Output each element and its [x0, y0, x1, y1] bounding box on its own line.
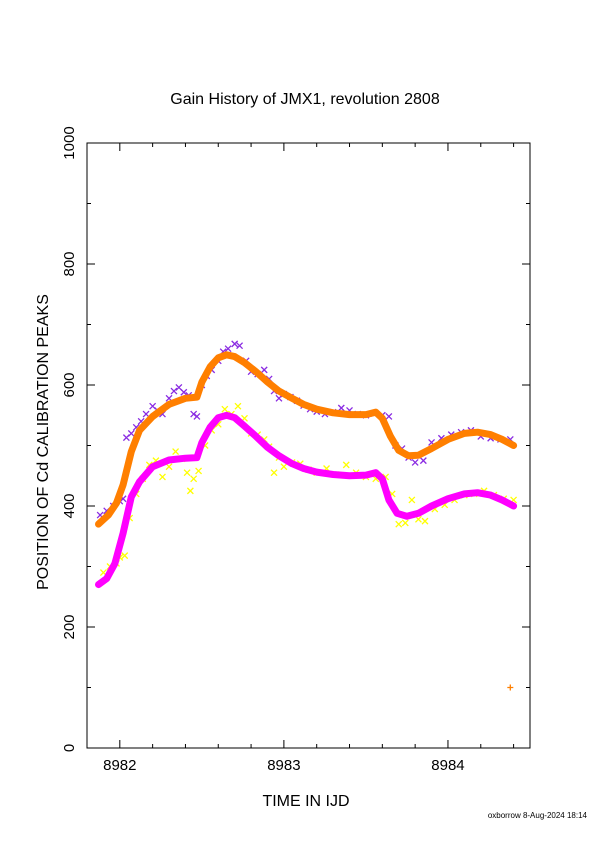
data-point [231, 340, 239, 348]
data-point [234, 402, 242, 410]
data-point [421, 517, 429, 525]
data-point [195, 467, 203, 475]
data-point [221, 405, 229, 413]
data-point [170, 387, 178, 395]
data-point [159, 473, 166, 481]
data-point [401, 519, 409, 527]
fit-curve-1 [95, 411, 518, 589]
y-tick-label: 600 [61, 372, 78, 397]
footer-timestamp: oxborrow 8-Aug-2024 18:14 [488, 811, 588, 820]
data-point [236, 342, 244, 350]
x-axis-label: TIME IN IJD [262, 793, 349, 810]
data-point [408, 496, 416, 504]
data-point [180, 388, 188, 396]
y-tick-label: 1000 [61, 126, 78, 159]
data-point [507, 684, 514, 691]
series-0 [96, 340, 514, 519]
data-point [172, 448, 180, 456]
series-1 [99, 402, 518, 577]
data-point [224, 345, 232, 353]
fit-curve-0 [95, 351, 518, 528]
chart-title: Gain History of JMX1, revolution 2808 [170, 91, 440, 108]
y-tick-label: 400 [61, 493, 78, 518]
data-marks [95, 340, 518, 691]
data-point [385, 413, 393, 420]
x-tick-label: 8984 [431, 757, 464, 774]
data-point [142, 410, 150, 418]
x-tick-label: 8983 [267, 757, 300, 774]
series-2 [507, 684, 514, 691]
data-point [270, 469, 278, 477]
data-point [395, 520, 403, 528]
data-point [419, 457, 427, 465]
data-point [165, 463, 173, 471]
data-point [260, 366, 268, 374]
x-tick-label: 8982 [103, 757, 136, 774]
data-point [411, 458, 419, 466]
y-axis-label: POSITION OF Cd CALIBRATION PEAKS [35, 294, 52, 590]
plot-frame [86, 142, 531, 749]
y-tick-label: 0 [61, 744, 78, 752]
data-point [280, 463, 288, 471]
data-point [193, 413, 201, 420]
data-point [342, 461, 350, 469]
y-tick-label: 200 [61, 614, 78, 639]
data-point [190, 475, 198, 483]
data-point [186, 487, 194, 495]
data-point [121, 552, 129, 560]
axis-ticks: 0 200 400 600 800 1000 8982 8983 8984 [61, 126, 530, 774]
data-point [183, 469, 191, 477]
y-tick-label: 800 [61, 251, 78, 276]
data-point [127, 429, 135, 437]
